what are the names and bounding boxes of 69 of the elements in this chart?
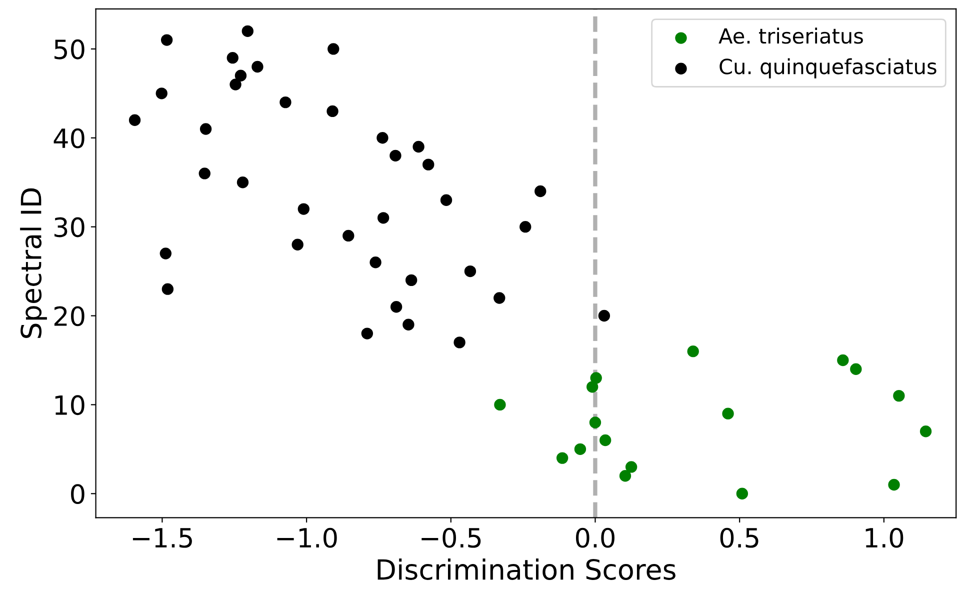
point	[494, 292, 506, 304]
point	[252, 60, 264, 73]
point	[230, 78, 242, 90]
point	[574, 443, 586, 456]
point	[625, 461, 638, 473]
y-tick-label: 20	[54, 306, 84, 326]
point	[234, 70, 247, 82]
x-tick-label: −1.5	[132, 528, 192, 548]
point	[412, 140, 424, 153]
point	[454, 336, 466, 348]
point	[556, 452, 568, 464]
point	[589, 416, 602, 428]
point	[390, 301, 402, 313]
point	[326, 105, 338, 118]
legend-label: Ae. triseriatus	[718, 28, 863, 44]
y-axis-title: Spectral ID	[20, 188, 47, 338]
point	[156, 88, 168, 100]
y-tick-label: 40	[54, 128, 84, 148]
point	[534, 185, 546, 198]
x-tick-label: 0.5	[720, 528, 758, 548]
point	[888, 478, 900, 491]
point	[494, 398, 506, 411]
point	[236, 176, 249, 188]
point	[586, 381, 598, 393]
point	[464, 265, 476, 278]
point	[837, 354, 849, 366]
x-tick-label: 1.0	[866, 528, 904, 548]
point	[370, 256, 382, 268]
point	[280, 96, 292, 108]
point	[160, 34, 173, 46]
point	[850, 363, 862, 375]
point	[162, 283, 174, 295]
point	[405, 274, 418, 286]
point	[377, 212, 390, 224]
y-tick-label: 30	[54, 217, 84, 238]
point	[920, 426, 932, 438]
point	[342, 230, 354, 242]
point	[160, 248, 172, 260]
point	[736, 488, 748, 500]
point	[422, 158, 434, 170]
point	[376, 132, 388, 144]
point	[298, 203, 310, 215]
legend-label: Cu. quinquefasciatus	[720, 58, 936, 78]
y-tick-label: 50	[54, 39, 84, 60]
point	[687, 345, 699, 358]
point	[402, 318, 414, 330]
x-axis-title: Discrimination Scores	[378, 558, 676, 580]
point	[198, 168, 210, 180]
point	[242, 25, 254, 38]
y-tick-label: 10	[55, 395, 84, 416]
point	[390, 150, 402, 162]
point	[520, 220, 532, 233]
point	[619, 470, 632, 482]
point	[292, 238, 304, 250]
x-tick-label: 0.0	[576, 528, 614, 548]
point	[590, 372, 602, 384]
point	[200, 123, 212, 135]
y-tick-label: 0	[71, 484, 84, 504]
point	[328, 43, 340, 55]
point	[722, 408, 734, 420]
point	[226, 52, 238, 64]
x-tick-label: −0.5	[422, 528, 481, 548]
x-tick-label: −1.0	[277, 528, 337, 548]
point	[361, 328, 374, 340]
point	[599, 434, 612, 446]
point	[440, 194, 452, 206]
point	[598, 310, 610, 322]
point	[893, 390, 905, 402]
point	[128, 114, 141, 126]
